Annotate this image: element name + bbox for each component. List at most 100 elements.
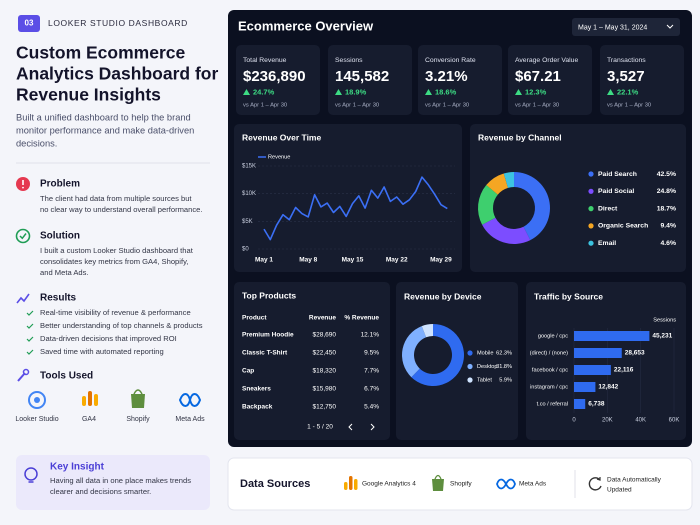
legend-label: Paid Search (598, 171, 637, 178)
meta-icon (496, 478, 516, 490)
bar (574, 382, 596, 392)
legend-value: 4.6% (661, 240, 677, 247)
kpi-value: $236,890 (243, 68, 306, 85)
ga4-icon (82, 391, 98, 406)
status-text: Data Automatically (607, 477, 662, 484)
category-label: facebook / cpc (532, 367, 568, 373)
bar (574, 348, 622, 358)
kpi-compare: vs Apr 1 – Apr 30 (607, 103, 651, 109)
eyebrow: LOOKER STUDIO DASHBOARD (48, 18, 188, 28)
kpi-label: Transactions (607, 57, 646, 64)
insight-text: Having all data in one place makes trend… (50, 476, 191, 485)
tool-label: Shopify (126, 416, 150, 423)
section-text: consolidates key metrics from GA4, Shopi… (40, 257, 188, 266)
table-cell: 9.5% (364, 350, 379, 357)
kpi-compare: vs Apr 1 – Apr 30 (515, 103, 559, 109)
y-tick-label: $15K (242, 164, 256, 170)
kpi-value: 3.21% (425, 68, 468, 85)
legend-label: Email (598, 240, 616, 247)
x-tick-label: 0 (572, 418, 576, 424)
table-cell: $28,690 (313, 332, 337, 339)
legend-value: 24.8% (657, 188, 676, 195)
section-title: Solution (40, 231, 80, 242)
bar-label: 45,231 (652, 333, 672, 340)
legend-label: Organic Search (598, 223, 648, 230)
kpi-compare: vs Apr 1 – Apr 30 (425, 103, 469, 109)
chart-title: Revenue by Device (404, 291, 482, 301)
bar-label: 12,842 (598, 384, 618, 391)
up-arrow (515, 89, 522, 95)
y-tick-label: $5K (242, 219, 253, 225)
tool-label: Looker Studio (15, 416, 58, 423)
legend-label: Desktop (477, 364, 498, 370)
legend-value: 9.4% (661, 223, 677, 230)
y-tick-label: $10K (242, 191, 256, 197)
tools-icon (17, 368, 30, 382)
source-label: Google Analytics 4 (362, 481, 416, 488)
table-header: % Revenue (344, 315, 379, 322)
prev-page[interactable] (348, 423, 353, 431)
x-tick-label: May 15 (342, 257, 364, 264)
donut-segment (503, 172, 514, 188)
solution-icon (15, 228, 31, 244)
section-title: Tools Used (40, 371, 93, 382)
pager: 1 - 5 / 20 (307, 424, 333, 431)
legend-dot (588, 188, 594, 194)
table-cell: 12.1% (361, 332, 380, 339)
kpi-compare: vs Apr 1 – Apr 30 (243, 103, 287, 109)
revenue-line (263, 176, 448, 241)
kpi-value: 3,527 (607, 68, 645, 85)
kpi-change: 24.7% (253, 87, 275, 96)
next-page[interactable] (370, 423, 375, 431)
table-title: Top Products (242, 290, 296, 300)
checkmarks (26, 310, 34, 355)
shopify-icon (131, 389, 145, 408)
date-picker[interactable] (572, 18, 680, 36)
badge-box (18, 15, 40, 32)
kpi-change: 18.9% (345, 87, 367, 96)
legend-dot (588, 240, 594, 246)
meta-icon (178, 393, 202, 407)
legend-dot (588, 171, 594, 177)
description: Built a unified dashboard to help the br… (16, 112, 191, 122)
cards (234, 45, 686, 440)
kpi-label: Total Revenue (243, 57, 287, 64)
bar (574, 399, 586, 409)
legend-value: 5.9% (499, 377, 512, 383)
results-icon (16, 293, 30, 304)
x-tick-label: 40K (635, 418, 646, 424)
kpi-change: 22.1% (617, 87, 639, 96)
table-header: Product (242, 315, 267, 322)
up-arrow (607, 89, 614, 95)
up-arrow (243, 89, 250, 95)
y-tick-label: $0 (242, 247, 249, 253)
table-cell: $15,980 (313, 386, 337, 393)
bar-label: 6,738 (588, 401, 605, 408)
x-tick-label: May 1 (255, 257, 273, 264)
table-cell: 7.7% (364, 368, 379, 375)
kpi-change: 18.6% (435, 87, 457, 96)
kpi-value: 145,582 (335, 68, 389, 85)
kpi-change: 12.3% (525, 87, 547, 96)
legend-label: Mobile (477, 350, 493, 356)
problem-icon (22, 186, 24, 189)
up-arrow (335, 89, 342, 95)
table-header: Revenue (309, 315, 336, 322)
table-cell: Classic T-Shirt (242, 350, 288, 357)
x-tick-label: 60K (669, 418, 680, 424)
shopify-icon (432, 474, 444, 491)
legend-dot (467, 377, 473, 383)
table-cell: 6.7% (364, 386, 379, 393)
kpi-label: Sessions (335, 57, 363, 64)
legend-dot (588, 206, 594, 212)
chart-title: Revenue Over Time (242, 132, 321, 142)
donut-segment (402, 326, 427, 378)
donut-segment (421, 324, 433, 338)
data-sources-title: Data Sources (240, 478, 310, 490)
x-tick-label: May 8 (299, 257, 317, 264)
data-sources-bar (227, 457, 693, 511)
legend-label: Direct (598, 205, 618, 212)
insight-title: Key Insight (50, 462, 105, 473)
x-tick-label: 20K (602, 418, 613, 424)
